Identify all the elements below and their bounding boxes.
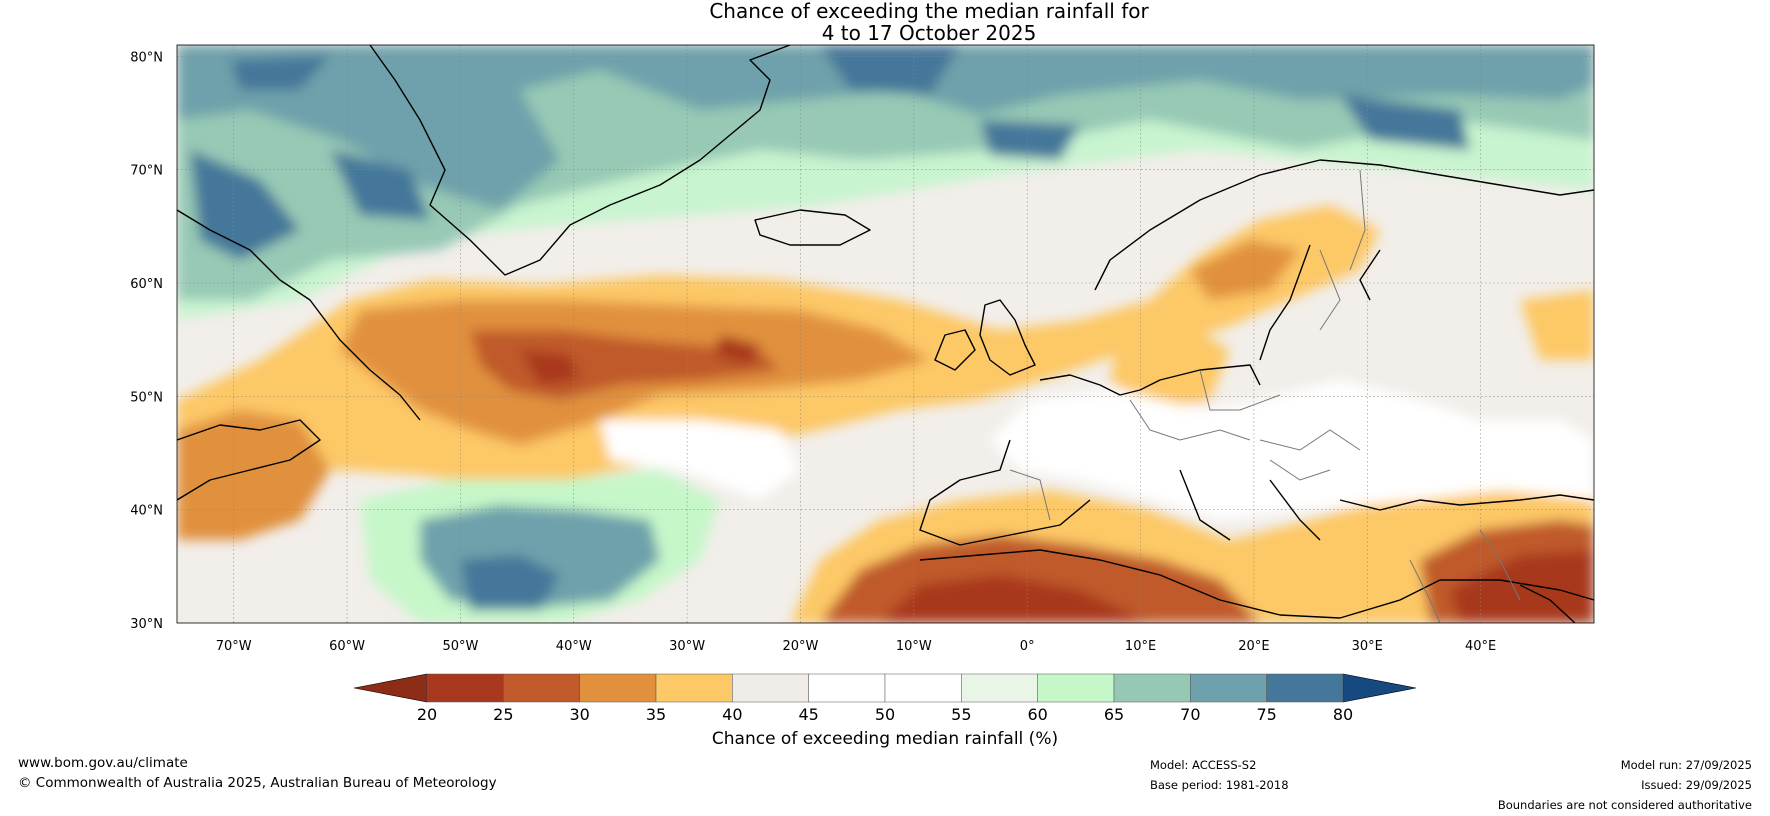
colorbar-tick-label: 75 (1256, 705, 1276, 724)
latitude-label: 40°N (130, 504, 163, 519)
latitude-label: 30°N (130, 617, 163, 632)
atlantic-dry-spot (520, 335, 760, 385)
colorbar-tick-label: 30 (569, 705, 589, 724)
model-text: Model: ACCESS-S2 (1150, 758, 1257, 772)
colorbar-tick-label: 25 (493, 705, 513, 724)
colorbar-segment (655, 673, 733, 703)
colorbar-tick-label: 50 (875, 705, 895, 724)
longitude-label: 40°W (556, 639, 592, 654)
latitude-label: 80°N (130, 50, 163, 65)
colorbar-segment (961, 673, 1038, 703)
europe-mainland-coast (919, 364, 1594, 546)
western-atlantic-dry-region (177, 410, 330, 540)
greenland-coast (369, 45, 791, 276)
british-isles-coast (934, 299, 1036, 376)
colorbar-segment (1113, 673, 1191, 703)
model-run-text: Model run: 27/09/2025 (1620, 758, 1752, 772)
canada-east-coast (177, 419, 321, 501)
map-title-line1: Chance of exceeding the median rainfall … (709, 0, 1149, 23)
europe-dry-patch (1110, 290, 1594, 470)
colorbar-low-extension (353, 673, 428, 703)
latitude-label: 70°N (130, 164, 163, 179)
longitude-label: 30°W (669, 639, 705, 654)
north-africa-coast (919, 549, 1594, 619)
colorbar-segment (1037, 673, 1115, 703)
website-link[interactable]: www.bom.gov.au/climate (18, 755, 188, 771)
longitude-label: 0° (1020, 639, 1035, 654)
national-borders (1009, 169, 1521, 623)
longitude-label: 30°E (1352, 639, 1383, 654)
greenland-wet-region (177, 45, 1594, 210)
longitude-label: 60°W (329, 639, 365, 654)
map-panel (176, 44, 1595, 624)
longitude-label: 20°W (783, 639, 819, 654)
colorbar-segment (732, 673, 809, 703)
colorbar-tick-label: 40 (722, 705, 742, 724)
colorbar: 20 25 30 35 40 45 50 55 60 65 70 75 80 Chance of exc… (353, 673, 1417, 749)
iceland-coast (754, 209, 871, 246)
longitude-label: 50°W (442, 639, 478, 654)
longitude-label: 40°E (1465, 639, 1496, 654)
europe-neutral-white (600, 380, 1594, 520)
longitude-labels: 70°W 60°W 50°W 40°W 30°W 20°W 10°W 0° 10°E 20°E 30… (216, 639, 1497, 654)
colorbar-tick-label: 70 (1180, 705, 1200, 724)
latitude-labels: 80°N 70°N 60°N 50°N 40°N 30°N (130, 50, 163, 632)
colorbar-tick-label: 60 (1027, 705, 1047, 724)
red-sea-coast (1519, 584, 1576, 623)
colorbar-segment (884, 673, 962, 703)
colorbar-tick-label: 55 (951, 705, 971, 724)
colorbar-segment (1190, 673, 1267, 703)
colorbar-high-extension (1342, 673, 1417, 703)
north-africa-driest-region (880, 550, 1594, 623)
colorbar-tick-label: 80 (1333, 705, 1353, 724)
map-frame (176, 44, 1595, 624)
disclaimer-text: Boundaries are not considered authoritat… (1497, 798, 1752, 812)
labrador-coast (177, 209, 421, 421)
greenland-very-wet-region (190, 45, 1470, 260)
latitude-label: 60°N (130, 277, 163, 292)
colorbar-tick-label: 20 (417, 705, 437, 724)
central-atlantic-very-wet (460, 555, 560, 610)
scandinavia-coast (1094, 159, 1594, 361)
issued-text: Issued: 29/09/2025 (1641, 778, 1752, 792)
graticule (177, 45, 1594, 623)
colorbar-tick-label: 45 (798, 705, 818, 724)
map-title-line2: 4 to 17 October 2025 (821, 21, 1037, 45)
longitude-label: 20°E (1238, 639, 1269, 654)
colorbar-segment (808, 673, 886, 703)
colorbar-segment (579, 673, 657, 703)
colorbar-tick-label: 35 (646, 705, 666, 724)
colorbar-segment (426, 673, 504, 703)
coastlines (177, 45, 1594, 623)
longitude-label: 10°W (896, 639, 932, 654)
copyright-text: © Commonwealth of Australia 2025, Austra… (18, 775, 497, 791)
longitude-label: 70°W (216, 639, 252, 654)
colorbar-label: Chance of exceeding median rainfall (%) (712, 729, 1058, 749)
longitude-label: 10°E (1125, 639, 1156, 654)
colorbar-tick-label: 65 (1104, 705, 1124, 724)
colorbar-segment (503, 673, 580, 703)
colorbar-segment (1266, 673, 1344, 703)
base-period-text: Base period: 1981-2018 (1150, 778, 1289, 792)
latitude-label: 50°N (130, 390, 163, 405)
northern-moist-band (177, 45, 1594, 300)
